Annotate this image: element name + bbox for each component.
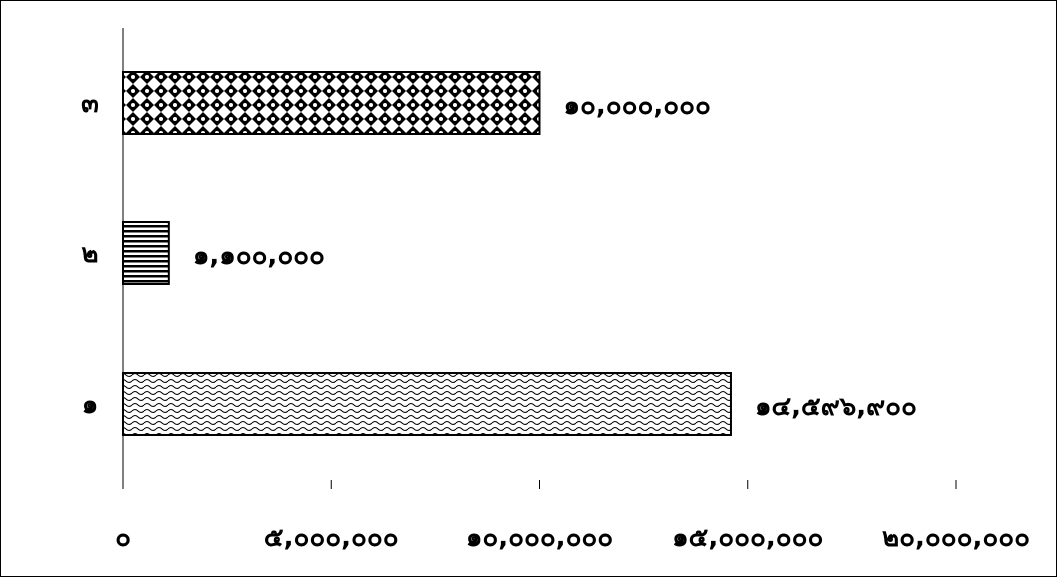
- x-tick-label: ๐: [115, 523, 131, 553]
- x-tick-label: ๕,๐๐๐,๐๐๐: [264, 523, 399, 553]
- labels-group: ๐๕,๐๐๐,๐๐๐ ๑๐,๐๐๐,๐๐๐ ๑๕,๐๐๐,๐๐๐ ๒๐,๐๐๐,๐๐๐…: [81, 89, 1030, 553]
- data-label: ๑,๑๐๐,๐๐๐: [193, 241, 325, 271]
- x-tick-label: ๑๐,๐๐๐,๐๐๐: [466, 523, 613, 553]
- data-label: ๑๐,๐๐๐,๐๐๐: [564, 91, 711, 121]
- category-label: ๓: [81, 89, 99, 119]
- bar: [122, 71, 541, 135]
- data-label: ๑๔,๕๙๖,๙๐๐: [755, 392, 917, 422]
- bar: [122, 221, 170, 285]
- category-label: ๒: [81, 239, 98, 269]
- x-tick-label: ๑๕,๐๐๐,๐๐๐: [672, 523, 823, 553]
- bars-group: [122, 71, 732, 436]
- bar: [122, 372, 732, 436]
- category-label: ๑: [82, 390, 99, 420]
- x-tick-label: ๒๐,๐๐๐,๐๐๐: [882, 523, 1030, 553]
